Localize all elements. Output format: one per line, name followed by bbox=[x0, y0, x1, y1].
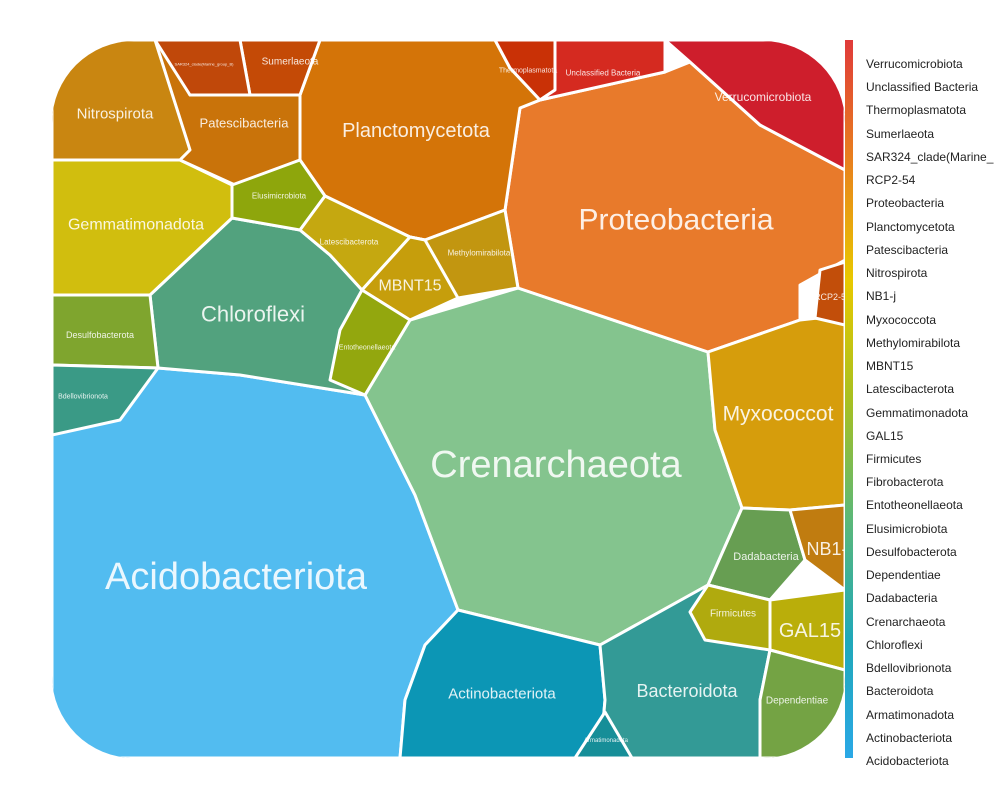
cell-label-elusimicrobiota: Elusimicrobiota bbox=[252, 192, 307, 201]
cell-nb1-j bbox=[788, 503, 845, 592]
cell-label-planctomycetota: Planctomycetota bbox=[342, 120, 491, 142]
cell-label-actinobacteriota: Actinobacteriota bbox=[448, 686, 556, 703]
legend-item: Sumerlaeota bbox=[866, 126, 935, 141]
cell-label-nitrospirota: Nitrospirota bbox=[77, 106, 154, 123]
cell-label-proteobacteria: Proteobacteria bbox=[578, 204, 773, 237]
cell-label-thermoplasmatota: Thermoplasmatota bbox=[499, 68, 557, 75]
legend-item: Unclassified Bacteria bbox=[866, 80, 979, 95]
cell-label-gemmatimonadota: Gemmatimonadota bbox=[68, 217, 204, 234]
legend-item: GAL15 bbox=[866, 428, 904, 443]
legend-item: Verrucomicrobiota bbox=[866, 57, 963, 71]
legend-item: Nitrospirota bbox=[866, 266, 928, 281]
cell-label-dependentiae: Dependentiae bbox=[766, 696, 829, 707]
legend-item: Acidobacteriota bbox=[866, 754, 949, 768]
legend-item: Bdellovibrionota bbox=[866, 661, 952, 676]
legend-item: Dadabacteria bbox=[866, 591, 938, 606]
legend-item: Desulfobacterota bbox=[866, 544, 957, 559]
legend-item: NB1-j bbox=[866, 289, 897, 304]
cell-entotheonellaeota bbox=[328, 288, 412, 397]
cell-label-sar324-clade-marine-group-b: SAR324_clade(Marine_group_B) bbox=[175, 62, 235, 67]
cell-label-chloroflexi: Chloroflexi bbox=[201, 302, 305, 327]
cell-armatimonadota bbox=[573, 710, 634, 758]
legend-item: Firmicutes bbox=[866, 451, 922, 466]
cell-unclassified-bacteria bbox=[538, 41, 667, 102]
cell-label-entotheonellaeota: Entotheonellaeota bbox=[339, 345, 396, 352]
legend-item: MBNT15 bbox=[866, 359, 914, 374]
legend-item: Latescibacterota bbox=[866, 382, 955, 397]
legend-item: Entotheonellaeota bbox=[866, 498, 963, 513]
cell-sar324-clade-marine-group-b bbox=[153, 41, 252, 97]
cell-dependentiae bbox=[758, 648, 845, 758]
legend-item: Proteobacteria bbox=[866, 196, 945, 211]
legend-item: Myxococcota bbox=[866, 312, 937, 327]
legend-color-bar bbox=[845, 40, 853, 758]
cell-label-methylomirabilota: Methylomirabilota bbox=[448, 249, 511, 258]
legend-item: Thermoplasmatota bbox=[866, 103, 967, 118]
cell-label-bacteroidota: Bacteroidota bbox=[636, 681, 738, 701]
legend-item: Patescibacteria bbox=[866, 242, 949, 257]
cell-firmicutes bbox=[688, 583, 772, 652]
cell-rcp2-54 bbox=[813, 260, 845, 327]
cell-label-dadabacteria: Dadabacteria bbox=[733, 551, 799, 563]
cell-label-acidobacteriota: Acidobacteriota bbox=[105, 556, 368, 598]
cell-label-crenarchaeota: Crenarchaeota bbox=[430, 444, 682, 486]
voronoi-treemap: Acidobacteriota Crenarchaeota Proteobacter… bbox=[52, 41, 845, 758]
cell-label-firmicutes: Firmicutes bbox=[710, 609, 756, 620]
legend-item: Methylomirabilota bbox=[866, 335, 961, 350]
cell-label-armatimonadota: Armatimonadota bbox=[584, 738, 629, 744]
legend-item: Bacteroidota bbox=[866, 684, 934, 699]
cell-dadabacteria bbox=[706, 506, 807, 602]
cell-label-mbnt15: MBNT15 bbox=[378, 278, 441, 295]
cell-label-nb1-j: NB1- bbox=[806, 539, 845, 559]
legend-item: Fibrobacterota bbox=[866, 475, 944, 490]
legend-item: RCP2-54 bbox=[866, 173, 916, 188]
legend-item: SAR324_clade(Marine_ bbox=[866, 149, 994, 164]
legend-item: Planctomycetota bbox=[866, 219, 955, 234]
legend-item: Dependentiae bbox=[866, 568, 941, 583]
cell-label-latescibacterota: Latescibacterota bbox=[320, 238, 379, 247]
legend-item: Elusimicrobiota bbox=[866, 521, 948, 536]
cell-label-patescibacteria: Patescibacteria bbox=[200, 116, 290, 131]
cell-label-verrucomicrobiota: Verrucomicrobiota bbox=[715, 90, 812, 104]
legend-item: Chloroflexi bbox=[866, 637, 923, 652]
cell-label-desulfobacterota: Desulfobacterota bbox=[66, 330, 134, 340]
legend-item: Actinobacteriota bbox=[866, 730, 953, 745]
cell-gal15 bbox=[768, 588, 845, 672]
cell-label-rcp2-54: RCP2-5 bbox=[814, 292, 845, 302]
cell-label-bdellovibrionota: Bdellovibrionota bbox=[58, 394, 108, 401]
legend-item: Armatimonadota bbox=[866, 707, 955, 722]
cell-label-sumerlaeota: Sumerlaeota bbox=[262, 57, 319, 68]
cell-label-gal15: GAL15 bbox=[779, 620, 841, 642]
cell-verrucomicrobiota bbox=[663, 41, 845, 172]
cell-label-myxococcota: Myxococcot bbox=[723, 403, 834, 426]
cell-bdellovibrionota bbox=[52, 363, 160, 437]
legend-item: Gemmatimonadota bbox=[866, 405, 969, 420]
cell-label-unclassified-bacteria: Unclassified Bacteria bbox=[566, 69, 641, 78]
legend: Verrucomicrobiota Unclassified Bacteria Th… bbox=[845, 40, 1000, 768]
legend-item: Crenarchaeota bbox=[866, 614, 946, 629]
